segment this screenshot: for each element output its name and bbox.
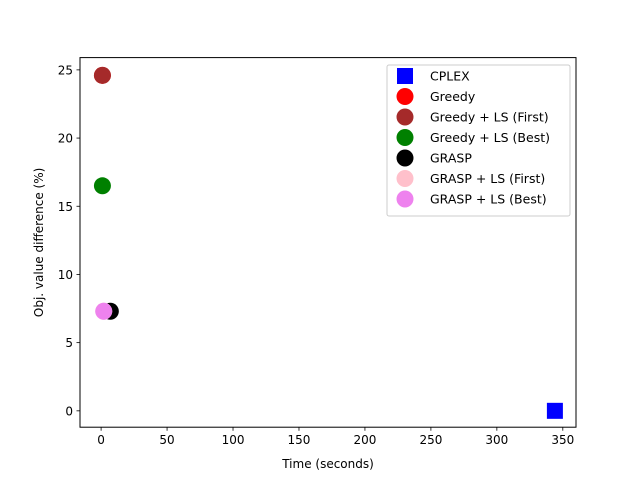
data-point-3 xyxy=(93,177,111,195)
x-tick-label: 250 xyxy=(419,433,442,447)
y-tick-label: 0 xyxy=(65,404,73,418)
x-tick-label: 200 xyxy=(353,433,376,447)
y-tick-label: 25 xyxy=(58,63,73,77)
legend-label-2: Greedy + LS (First) xyxy=(430,110,549,125)
y-tick-label: 15 xyxy=(58,200,73,214)
y-tick-label: 20 xyxy=(58,132,73,146)
legend-marker-3 xyxy=(396,129,414,146)
legend-label-3: Greedy + LS (Best) xyxy=(430,130,550,145)
legend-label-6: GRASP + LS (Best) xyxy=(430,192,547,207)
legend-marker-1 xyxy=(396,88,414,105)
legend-label-5: GRASP + LS (First) xyxy=(430,171,545,186)
legend-marker-2 xyxy=(396,108,414,126)
legend-frame xyxy=(386,64,571,217)
data-point-2 xyxy=(93,66,111,84)
y-tick-label: 10 xyxy=(58,268,73,282)
data-point-6 xyxy=(95,302,113,320)
legend-label-4: GRASP xyxy=(430,151,472,166)
legend-label-1: Greedy xyxy=(430,89,476,104)
legend-marker-0 xyxy=(397,68,413,84)
x-tick-label: 150 xyxy=(288,433,311,447)
x-tick-label: 0 xyxy=(97,433,105,447)
x-tick-label: 300 xyxy=(485,433,508,447)
x-tick-label: 350 xyxy=(551,433,574,447)
y-axis-ticks: 0 5 10 15 20 25 xyxy=(58,63,80,418)
legend-label-0: CPLEX xyxy=(430,69,470,84)
data-points xyxy=(93,66,563,419)
x-tick-label: 50 xyxy=(159,433,174,447)
legend-marker-6 xyxy=(396,190,414,208)
x-axis-label: Time (seconds) xyxy=(281,457,374,471)
y-tick-label: 5 xyxy=(65,336,73,350)
legend: CPLEX Greedy Greedy + LS (First) Greedy + L… xyxy=(386,64,571,217)
data-point-0 xyxy=(546,402,563,419)
legend-marker-5 xyxy=(396,170,414,187)
x-tick-label: 100 xyxy=(222,433,245,447)
legend-marker-4 xyxy=(396,149,414,167)
y-axis-label: Obj. value difference (%) xyxy=(32,168,46,317)
x-axis-ticks: 0 50 100 150 200 250 300 350 xyxy=(97,427,574,447)
